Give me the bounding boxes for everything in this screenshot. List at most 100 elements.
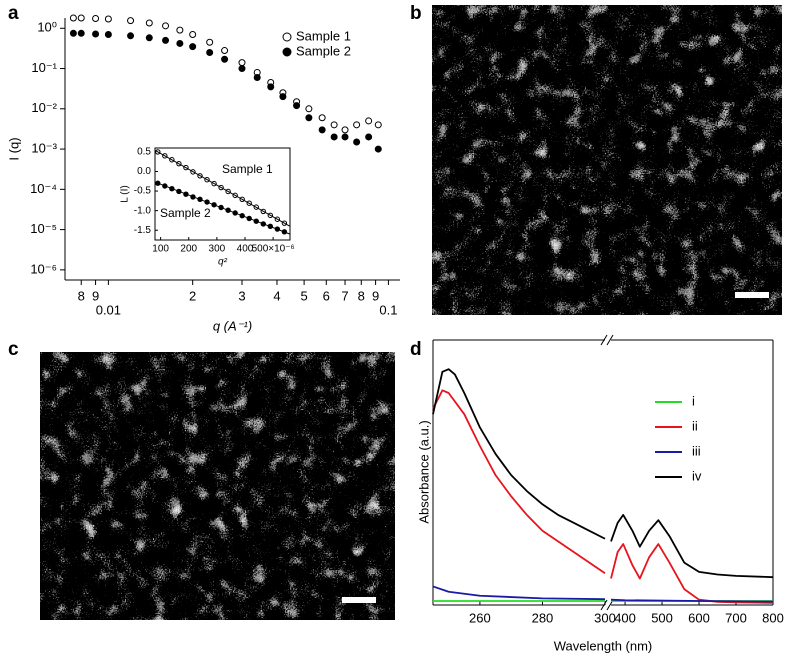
- data-point: [374, 145, 382, 153]
- data-point: [267, 83, 275, 91]
- legend-marker: [282, 32, 292, 42]
- y-tick-label: 0.5: [137, 147, 151, 158]
- x-tick-label: 2: [189, 288, 196, 303]
- data-point: [206, 38, 214, 46]
- y-tick-label: -1.0: [134, 205, 152, 216]
- spectrum-line: [610, 598, 774, 603]
- axis-break: [606, 334, 614, 346]
- data-point: [341, 133, 349, 141]
- tem-texture-b: [432, 5, 782, 315]
- data-point: [189, 43, 197, 51]
- data-point: [92, 30, 100, 38]
- tem-texture-c: [40, 352, 395, 620]
- legend-label: i: [692, 393, 695, 408]
- panel-label: a: [8, 3, 19, 24]
- x-tick-label: 5: [300, 288, 307, 303]
- data-point: [104, 31, 112, 39]
- legend-label: Sample 2: [296, 43, 351, 58]
- data-point: [92, 14, 100, 22]
- data-point: [189, 31, 197, 39]
- x-tick-label: 9: [372, 288, 379, 303]
- data-point: [162, 22, 170, 30]
- x-axis-label: q (A⁻¹): [213, 318, 252, 333]
- fit-line: [154, 181, 291, 235]
- x-tick-label: 8: [358, 288, 365, 303]
- y-axis-label: Absorbance (a.u.): [416, 420, 431, 523]
- data-point: [253, 73, 261, 81]
- x-tick-label: 7: [341, 288, 348, 303]
- x-tick-label: 400: [614, 610, 636, 625]
- x-tick-label: 500: [651, 610, 673, 625]
- scale-bar: [342, 597, 376, 603]
- data-point: [77, 14, 85, 22]
- axis-break: [600, 334, 608, 346]
- data-point: [330, 121, 338, 129]
- data-point: [305, 105, 313, 113]
- data-point: [365, 117, 373, 125]
- data-point: [318, 114, 326, 122]
- data-point: [176, 39, 184, 47]
- legend-label: ii: [692, 418, 698, 433]
- data-point: [221, 55, 229, 63]
- data-point: [365, 133, 373, 141]
- x-tick-label: 600: [688, 610, 710, 625]
- spectrum-line: [610, 543, 774, 604]
- x-tick-label: 500×10⁻⁶: [252, 244, 295, 255]
- data-point: [145, 19, 153, 27]
- legend-label: iii: [692, 443, 701, 458]
- data-point: [127, 32, 135, 40]
- data-point: [221, 47, 229, 55]
- x-tick-label: 400: [237, 244, 254, 255]
- data-point: [238, 65, 246, 73]
- legend-label: iv: [692, 468, 702, 483]
- data-point: [69, 14, 77, 22]
- legend-label: Sample 1: [296, 28, 351, 43]
- y-tick-label: -0.5: [134, 186, 152, 197]
- legend-marker: [282, 47, 292, 57]
- data-point: [279, 93, 287, 101]
- axis-break: [600, 599, 608, 611]
- x-tick-label: 200: [180, 244, 197, 255]
- x-tick-label: 6: [323, 288, 330, 303]
- y-tick-label: 10⁻¹: [31, 60, 57, 75]
- scale-bar: [735, 292, 769, 298]
- x-tick-label: 8: [78, 288, 85, 303]
- y-axis-label: L (I): [120, 185, 131, 202]
- x-tick-label: 300: [209, 244, 226, 255]
- data-point: [353, 138, 361, 146]
- y-tick-label: 10⁻³: [31, 141, 57, 156]
- fit-line: [154, 149, 291, 227]
- data-point: [305, 114, 313, 122]
- x-tick-label: 800: [762, 610, 784, 625]
- spectrum-line: [432, 389, 606, 574]
- data-point: [77, 29, 85, 37]
- y-tick-label: 10⁻²: [31, 100, 57, 115]
- data-point: [69, 29, 77, 37]
- x-tick-label: 0.01: [96, 302, 121, 317]
- x-tick-label: 4: [273, 288, 280, 303]
- data-point: [374, 121, 382, 129]
- y-tick-label: 10⁻⁴: [30, 181, 57, 196]
- data-point: [145, 34, 153, 42]
- data-point: [330, 133, 338, 141]
- x-tick-label: 9: [92, 288, 99, 303]
- y-axis-label: I (q): [6, 137, 21, 160]
- y-tick-label: 10⁰: [37, 20, 57, 35]
- data-point: [176, 26, 184, 34]
- x-tick-label: 260: [469, 610, 491, 625]
- x-tick-label: 700: [725, 610, 747, 625]
- data-point: [104, 15, 112, 23]
- data-point: [206, 49, 214, 57]
- annotation: Sample 2: [160, 206, 211, 220]
- data-point: [353, 121, 361, 129]
- x-tick-label: 100: [152, 244, 169, 255]
- x-tick-label: 300: [594, 610, 616, 625]
- data-point: [127, 17, 135, 25]
- data-point: [318, 126, 326, 134]
- spectrum-line: [610, 514, 774, 579]
- x-tick-label: 280: [532, 610, 554, 625]
- annotation: Sample 1: [222, 162, 273, 176]
- data-point: [293, 102, 301, 110]
- x-tick-label: 3: [238, 288, 245, 303]
